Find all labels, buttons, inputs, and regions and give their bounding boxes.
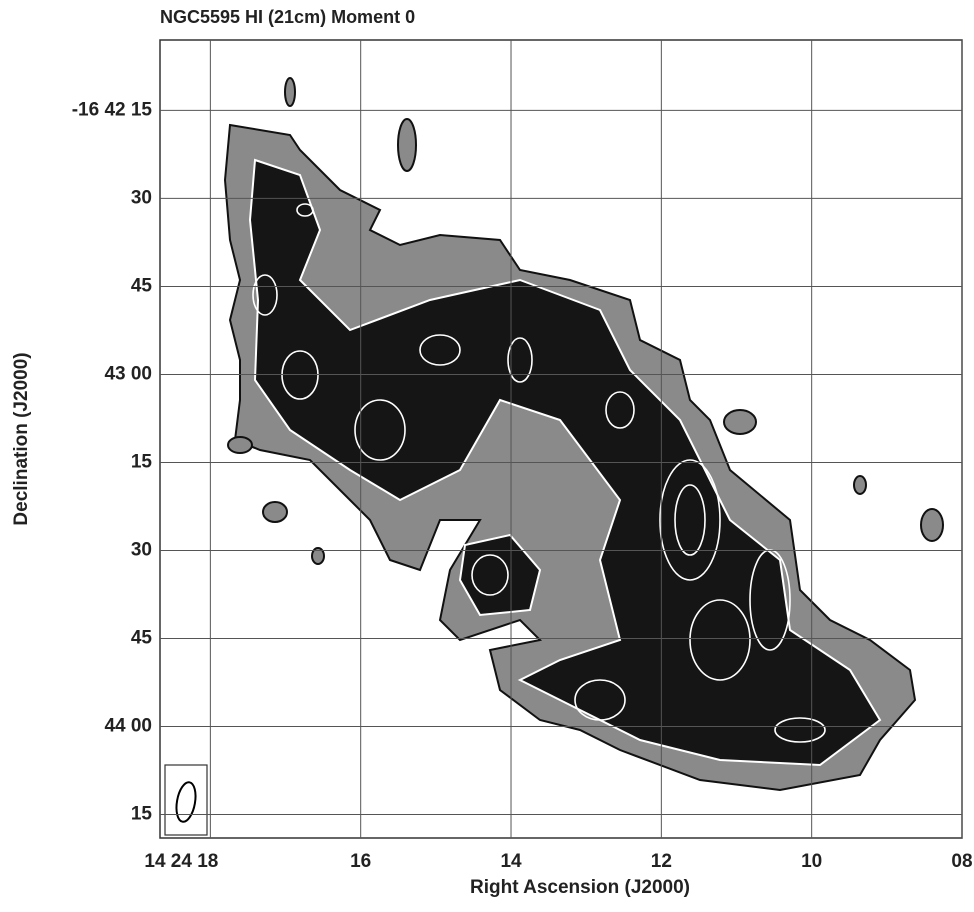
x-tick-label: 14 xyxy=(500,851,522,872)
y-axis-label: Declination (J2000) xyxy=(11,352,32,525)
x-tick-label: 08 xyxy=(951,851,972,872)
chart-title: NGC5595 HI (21cm) Moment 0 xyxy=(160,7,415,27)
x-tick-label: 12 xyxy=(651,851,672,872)
y-tick-label: 43 00 xyxy=(104,363,152,384)
y-tick-label: 44 00 xyxy=(104,716,152,737)
hi-core xyxy=(458,533,542,617)
hi-clump xyxy=(227,77,944,565)
y-tick-label: 45 xyxy=(131,628,153,649)
x-tick-label: 10 xyxy=(801,851,822,872)
galaxy-image xyxy=(223,77,944,792)
y-tick-label: 15 xyxy=(131,804,153,825)
y-tick-label: 30 xyxy=(131,540,152,561)
y-tick-label: 45 xyxy=(131,275,153,296)
x-axis-label: Right Ascension (J2000) xyxy=(470,877,690,898)
beam xyxy=(175,781,197,823)
beam-box xyxy=(164,764,208,836)
y-tick-label: 30 xyxy=(131,187,152,208)
x-tick-label: 14 24 18 xyxy=(144,851,218,872)
y-tick-label: 15 xyxy=(131,451,153,472)
y-tick-label: -16 42 15 xyxy=(72,99,153,120)
x-tick-label: 16 xyxy=(350,851,371,872)
hi-core xyxy=(248,158,882,767)
contours xyxy=(252,203,826,743)
